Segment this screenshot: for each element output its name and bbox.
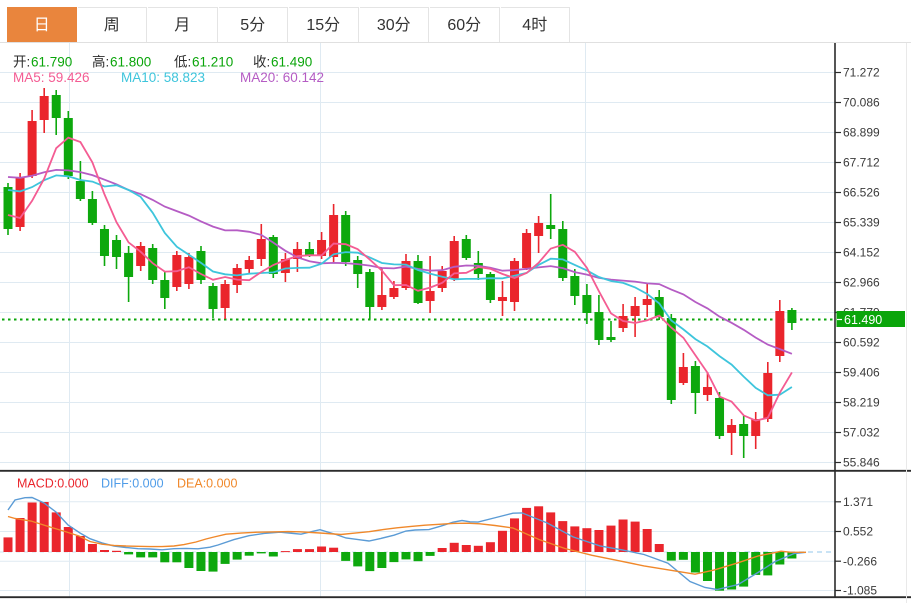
- svg-text:68.899: 68.899: [843, 126, 880, 140]
- svg-text:MA10: 58.823: MA10: 58.823: [121, 70, 205, 85]
- svg-text:1.371: 1.371: [843, 495, 873, 509]
- svg-text:61.790: 61.790: [31, 55, 72, 70]
- svg-text:DEA:0.000: DEA:0.000: [177, 477, 238, 491]
- svg-text:70.086: 70.086: [843, 96, 880, 110]
- svg-text:MA20: 60.142: MA20: 60.142: [240, 70, 324, 85]
- svg-text:66.526: 66.526: [843, 186, 880, 200]
- svg-text:62.966: 62.966: [843, 276, 880, 290]
- svg-text:67.712: 67.712: [843, 156, 880, 170]
- svg-text:61.490: 61.490: [271, 55, 312, 70]
- svg-text:高:: 高:: [92, 54, 109, 70]
- svg-text:61.490: 61.490: [844, 313, 882, 327]
- svg-text:0.552: 0.552: [843, 525, 873, 539]
- svg-text:MA5: 59.426: MA5: 59.426: [13, 70, 90, 85]
- svg-text:61.210: 61.210: [192, 55, 233, 70]
- svg-text:61.800: 61.800: [110, 55, 151, 70]
- svg-text:开:: 开:: [13, 55, 30, 70]
- svg-text:64.152: 64.152: [843, 246, 880, 260]
- svg-text:收:: 收:: [253, 55, 270, 70]
- svg-text:59.406: 59.406: [843, 366, 880, 380]
- svg-text:57.032: 57.032: [843, 426, 880, 440]
- svg-text:60.592: 60.592: [843, 336, 880, 350]
- svg-text:低:: 低:: [174, 55, 191, 70]
- svg-text:-1.085: -1.085: [843, 584, 877, 598]
- svg-text:58.219: 58.219: [843, 396, 880, 410]
- svg-text:65.339: 65.339: [843, 216, 880, 230]
- svg-text:DIFF:0.000: DIFF:0.000: [101, 477, 164, 491]
- svg-text:-0.266: -0.266: [843, 554, 877, 568]
- svg-text:MACD:0.000: MACD:0.000: [17, 477, 89, 491]
- svg-text:71.272: 71.272: [843, 66, 880, 80]
- svg-text:55.846: 55.846: [843, 456, 880, 470]
